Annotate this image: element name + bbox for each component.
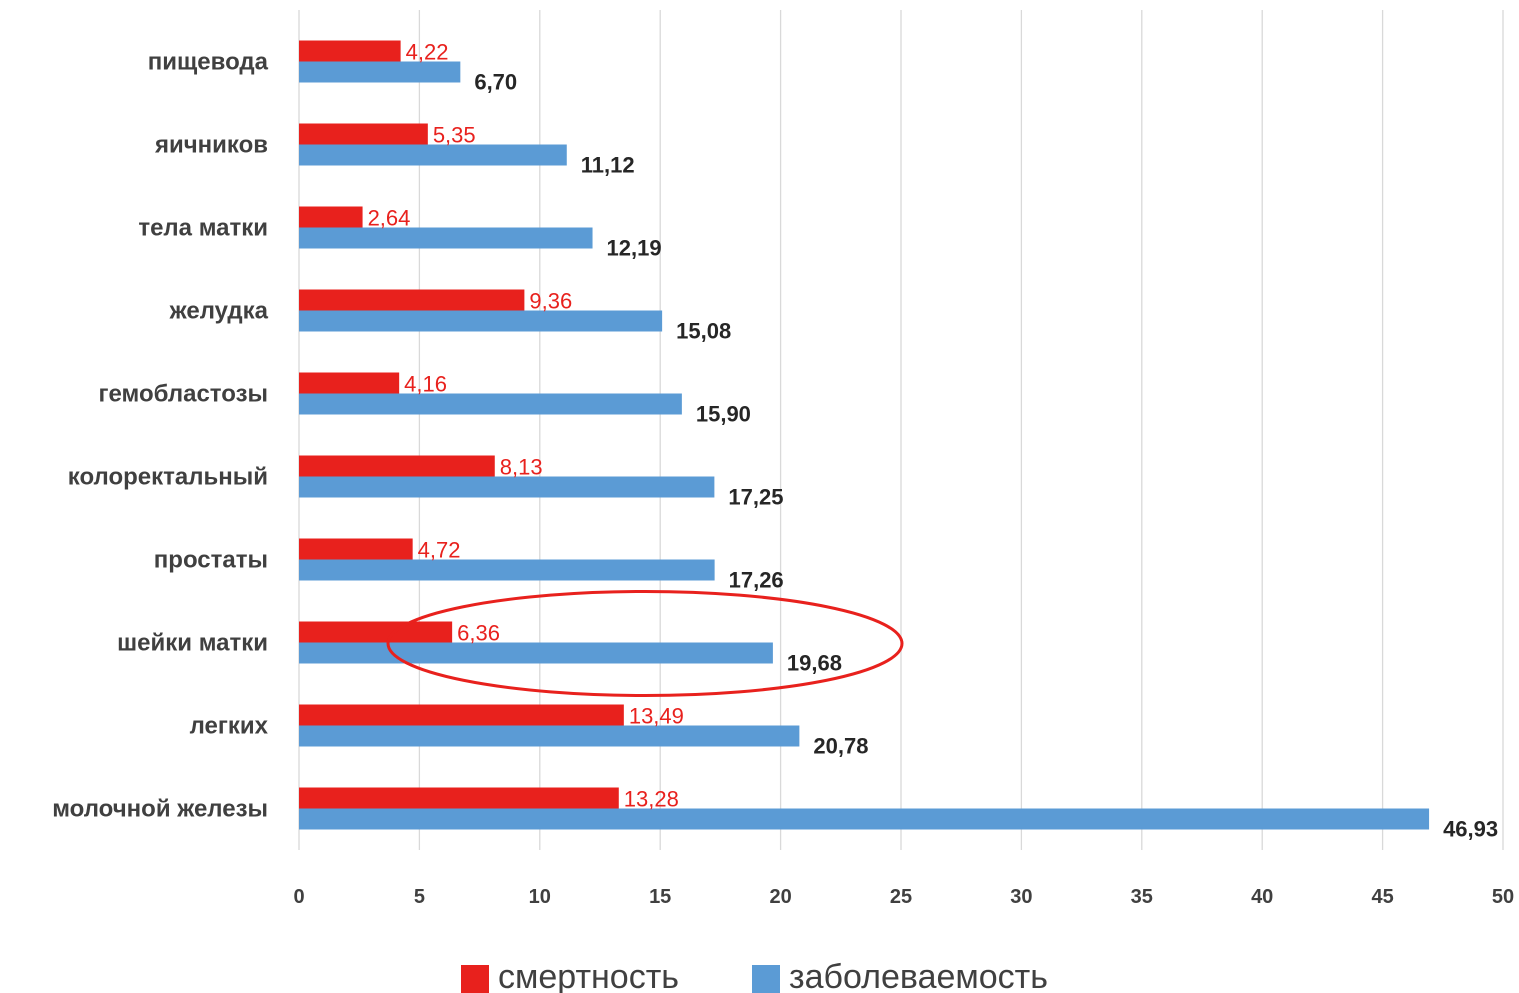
legend-label-incidence: заболеваемость [789, 958, 1048, 993]
bar-incidence [299, 61, 461, 83]
x-tick-label: 0 [293, 886, 304, 908]
data-label-incidence: 15,90 [696, 402, 751, 427]
data-label-incidence: 11,12 [581, 153, 635, 178]
data-label-mortality: 5,35 [433, 123, 476, 148]
data-label-mortality: 6,36 [457, 621, 500, 646]
bar-incidence [299, 725, 800, 747]
data-label-incidence: 17,25 [728, 485, 783, 510]
category-label: яичников [154, 132, 268, 159]
category-label: простаты [154, 547, 268, 574]
bar-mortality [299, 455, 495, 477]
data-label-incidence: 15,08 [676, 319, 731, 344]
data-label-incidence: 17,26 [729, 568, 784, 593]
data-label-mortality: 9,36 [529, 289, 572, 314]
x-tick-labels: 0 5 10 15 20 25 30 35 40 45 50 [293, 886, 1514, 908]
x-tick-label: 20 [769, 886, 791, 908]
bar-incidence [299, 559, 715, 581]
bar-incidence [299, 310, 663, 332]
bar-mortality [299, 621, 453, 643]
data-labels: 4,22 6,70 5,35 11,12 2,64 12,19 9,36 15,08 4,16 1… [368, 40, 1499, 842]
bar-incidence [299, 393, 682, 415]
bar-mortality [299, 704, 624, 726]
data-label-incidence: 46,93 [1443, 817, 1498, 842]
category-label: шейки матки [117, 630, 268, 657]
data-label-mortality: 8,13 [500, 455, 543, 480]
data-label-mortality: 13,28 [624, 787, 679, 812]
data-label-mortality: 2,64 [368, 206, 411, 231]
bar-mortality [299, 289, 525, 311]
category-label: колоректальный [68, 464, 268, 491]
bars [299, 40, 1430, 830]
bar-incidence [299, 642, 773, 664]
x-tick-label: 10 [529, 886, 551, 908]
legend: смертность заболеваемость [461, 958, 1048, 993]
data-label-incidence: 19,68 [787, 651, 842, 676]
x-tick-label: 5 [414, 886, 425, 908]
bar-mortality [299, 372, 400, 394]
category-label: тела матки [138, 215, 268, 242]
x-tick-label: 25 [890, 886, 912, 908]
category-labels: пищевода яичников тела матки желудка гемобла… [52, 49, 268, 823]
bar-incidence [299, 808, 1430, 830]
x-tick-label: 40 [1251, 886, 1273, 908]
bar-mortality [299, 206, 363, 228]
category-label: легких [190, 713, 269, 740]
data-label-incidence: 6,70 [474, 70, 517, 95]
data-label-mortality: 4,16 [404, 372, 447, 397]
category-label: гемобластозы [99, 381, 269, 408]
x-tick-label: 30 [1010, 886, 1032, 908]
x-tick-label: 45 [1371, 886, 1393, 908]
bar-mortality [299, 40, 401, 62]
x-tick-label: 50 [1492, 886, 1514, 908]
x-tick-label: 35 [1131, 886, 1153, 908]
legend-swatch-incidence [752, 965, 780, 993]
x-tick-label: 15 [649, 886, 671, 908]
data-label-incidence: 12,19 [607, 236, 662, 261]
legend-swatch-mortality [461, 965, 489, 993]
bar-mortality [299, 123, 428, 145]
category-label: пищевода [148, 49, 269, 76]
data-label-mortality: 4,72 [418, 538, 461, 563]
data-label-mortality: 13,49 [629, 704, 684, 729]
data-label-incidence: 20,78 [813, 734, 868, 759]
bar-incidence [299, 476, 715, 498]
category-label: желудка [169, 298, 269, 325]
bar-incidence [299, 227, 593, 249]
bar-incidence [299, 144, 567, 166]
highlight-ellipse [386, 590, 904, 697]
bar-mortality [299, 787, 619, 809]
data-label-mortality: 4,22 [406, 40, 449, 65]
bar-mortality [299, 538, 413, 560]
legend-label-mortality: смертность [498, 958, 679, 993]
category-label: молочной железы [52, 796, 268, 823]
